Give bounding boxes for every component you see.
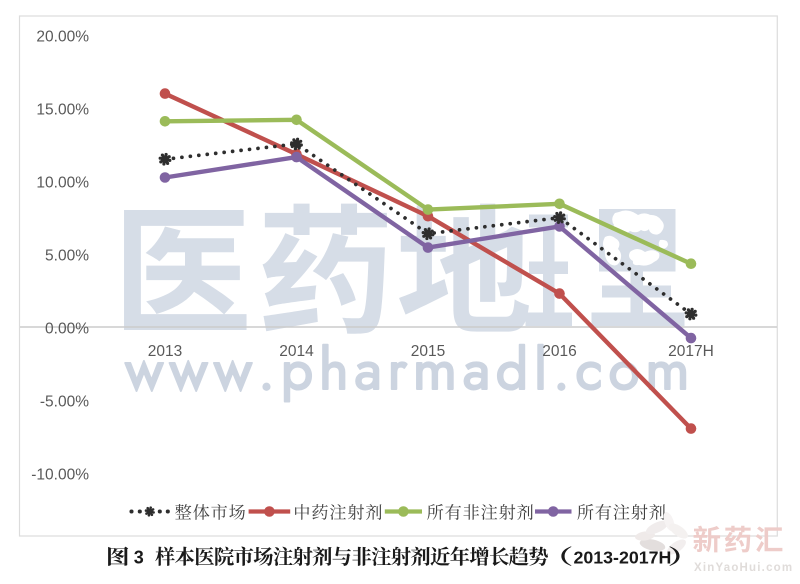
svg-text:-5.00%: -5.00% [40,393,89,410]
svg-text:20.00%: 20.00% [36,28,89,45]
svg-text:2013: 2013 [148,343,182,360]
svg-text:XinYaoHui.com: XinYaoHui.com [694,562,793,574]
svg-text:2015: 2015 [411,343,445,360]
svg-text:2013-2017H: 2013-2017H [574,548,672,568]
svg-text:-10.00%: -10.00% [31,466,89,483]
svg-text:15.00%: 15.00% [36,101,89,118]
svg-text:3: 3 [134,548,144,568]
svg-text:5.00%: 5.00% [45,247,89,264]
svg-text:2016: 2016 [542,343,576,360]
svg-text:2017H: 2017H [668,343,714,360]
svg-text:2014: 2014 [279,343,314,360]
svg-text:0.00%: 0.00% [45,320,89,337]
svg-text:10.00%: 10.00% [36,174,89,191]
